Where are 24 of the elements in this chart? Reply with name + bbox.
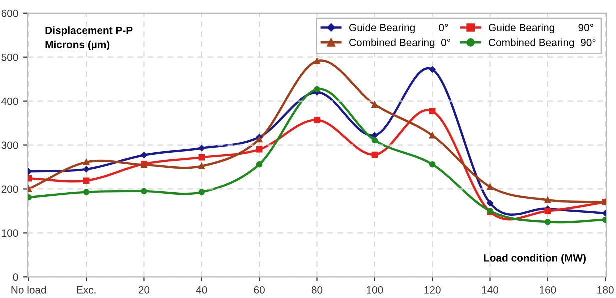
y-tick-label: 300: [2, 142, 18, 150]
x-tick-label: Exc.: [77, 286, 96, 294]
y-tick-label: 100: [2, 230, 18, 238]
x-tick-label: 140: [482, 286, 499, 294]
x-axis-title: Load condition (MW): [484, 254, 586, 264]
legend-label: Combined Bearing 0°: [350, 38, 450, 48]
x-tick-label: 120: [424, 286, 441, 294]
x-tick-label: 180: [598, 286, 614, 294]
x-tick-label: 40: [196, 286, 208, 294]
y-tick-label: 600: [2, 10, 18, 18]
x-tick-label: 160: [540, 286, 556, 294]
x-tick-label: 100: [367, 286, 384, 294]
legend-label: Combined Bearing 90°: [489, 38, 596, 48]
x-tick-label: 80: [312, 286, 323, 294]
legend-label: Guide Bearing 0°: [350, 24, 448, 34]
y-tick-label: 500: [2, 54, 18, 62]
x-tick-label: 20: [138, 286, 150, 294]
y-tick-label: 0: [13, 274, 18, 282]
x-tick-label: No load: [12, 286, 46, 294]
y-axis-title: Displacement P-P Microns (µm): [46, 26, 133, 51]
x-tick-label: 60: [254, 286, 265, 294]
legend-label: Guide Bearing 90°: [489, 24, 594, 34]
y-tick-label: 400: [2, 98, 18, 106]
y-tick-label: 200: [2, 186, 18, 194]
